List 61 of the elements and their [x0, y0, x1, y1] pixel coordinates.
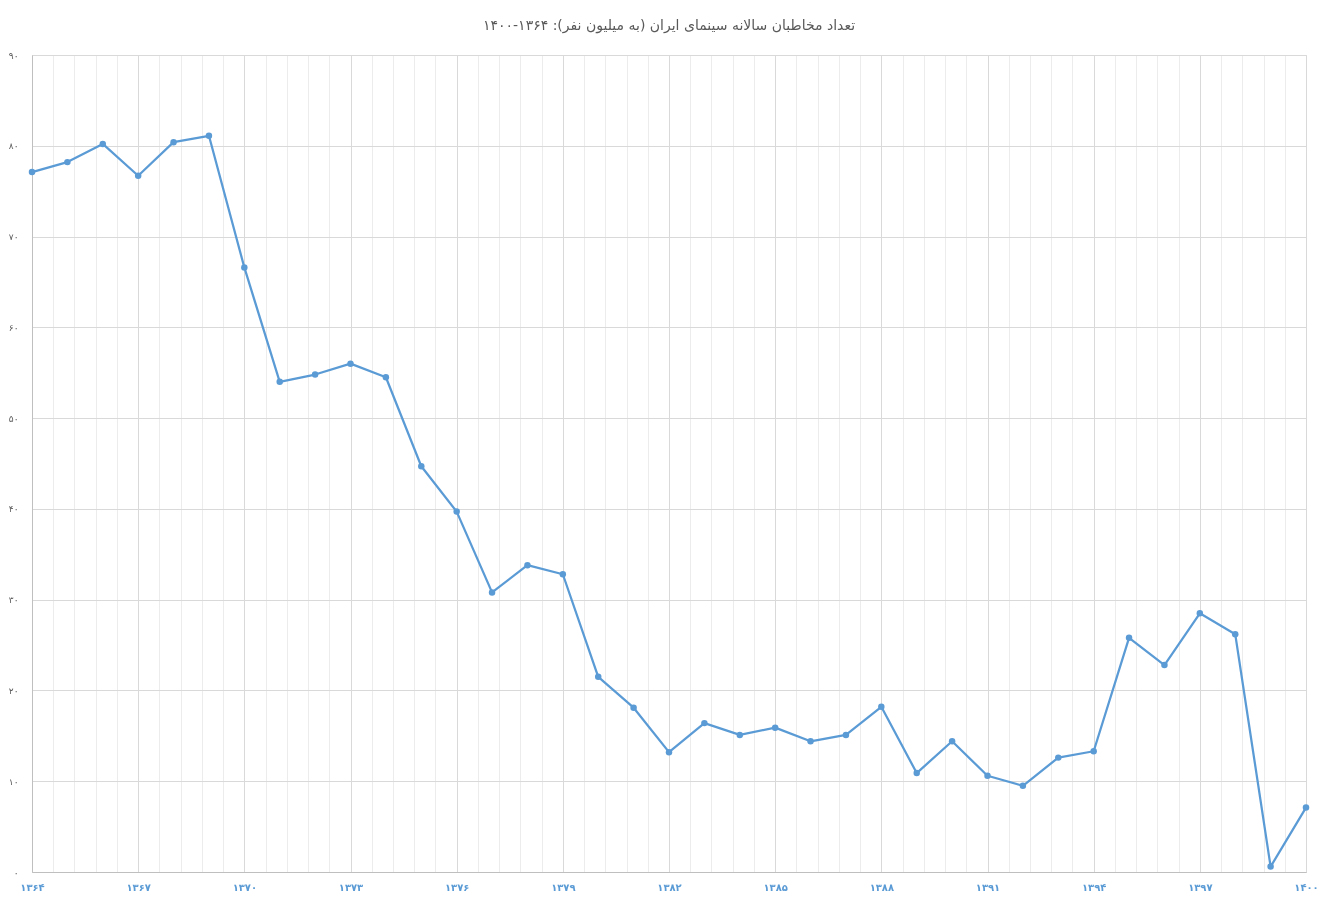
point	[28, 168, 36, 176]
point	[559, 571, 567, 578]
point	[948, 738, 956, 745]
point	[241, 264, 248, 271]
y-tick-label: ۱۰	[8, 776, 19, 787]
point	[878, 703, 885, 711]
point	[170, 138, 177, 146]
point	[382, 374, 390, 381]
point	[1231, 630, 1239, 638]
point	[984, 772, 991, 780]
point	[807, 738, 814, 745]
point	[524, 561, 531, 569]
point	[205, 132, 213, 140]
point	[99, 140, 107, 148]
point	[736, 731, 744, 739]
y-tick-label: ۵۰	[8, 413, 19, 424]
point	[453, 508, 460, 515]
x-tick-label: ۱۳۷۰	[232, 881, 258, 893]
point	[913, 769, 920, 777]
point	[665, 748, 673, 756]
point	[1019, 782, 1027, 789]
y-tick-label: ۷۰	[8, 232, 19, 243]
x-tick-label: ۱۳۹۱	[975, 881, 1001, 893]
y-tick-label: ۰	[13, 867, 19, 878]
point	[1196, 610, 1204, 617]
point	[701, 719, 708, 727]
x-tick-label: ۱۳۷۹	[551, 881, 576, 893]
point	[1267, 863, 1274, 870]
x-tick-label: ۱۳۶۷	[126, 881, 151, 893]
point	[1125, 634, 1133, 642]
point	[64, 158, 71, 166]
point	[594, 673, 602, 681]
point	[771, 724, 779, 731]
point	[134, 172, 142, 179]
y-tick-label: ۹۰	[8, 50, 19, 61]
point	[488, 589, 496, 596]
point	[1161, 661, 1168, 669]
x-tick-label: ۱۳۷۶	[444, 881, 470, 893]
x-tick-label: ۱۳۸۲	[657, 881, 682, 893]
y-tick-label: ۶۰	[8, 322, 19, 333]
y-tick-label: ۸۰	[8, 141, 19, 152]
point	[842, 731, 850, 739]
y-tick-label: ۴۰	[8, 504, 19, 515]
x-tick-label: ۱۳۹۴	[1081, 881, 1107, 893]
x-tick-label: ۱۳۸۵	[763, 881, 788, 893]
x-tick-label: ۱۳۶۴	[20, 881, 45, 893]
x-tick-label: ۱۳۹۷	[1188, 881, 1213, 893]
point	[1090, 748, 1097, 755]
point	[347, 360, 354, 367]
point	[630, 704, 637, 711]
point	[276, 378, 283, 386]
point	[418, 462, 425, 470]
point	[311, 371, 319, 378]
x-tick-label: ۱۳۷۳	[338, 881, 364, 893]
x-tick-label: ۱۳۸۸	[869, 881, 895, 893]
x-tick-label: ۱۴۰۰	[1294, 881, 1319, 893]
chart-title: تعداد مخاطبان سالانه سینمای ایران (به میلیون نفر): ۱۳۶۴-۱۴۰۰	[482, 17, 856, 34]
point	[1302, 804, 1310, 811]
y-tick-label: ۳۰	[8, 595, 19, 606]
point	[1055, 754, 1062, 761]
y-tick-label: ۲۰	[8, 685, 19, 696]
